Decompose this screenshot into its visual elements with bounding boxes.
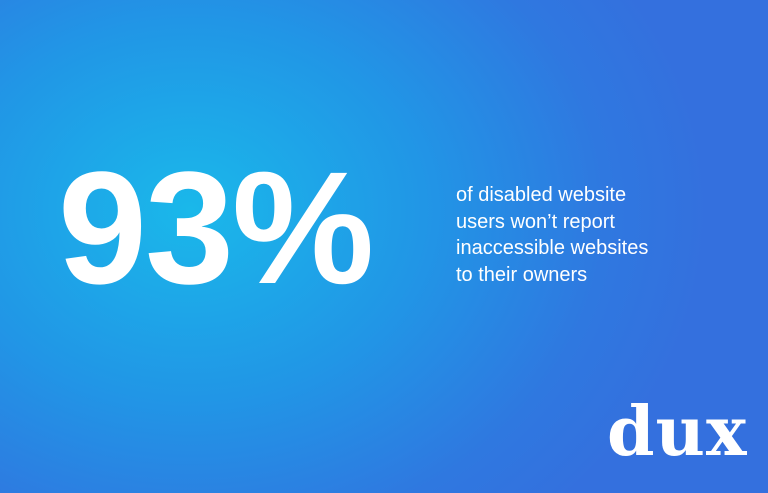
description-line: of disabled website xyxy=(456,184,627,206)
description: of disabled website users won’t report ina… xyxy=(456,182,648,288)
description-line: inaccessible websites xyxy=(456,237,649,259)
description-line: to their owners xyxy=(456,263,588,286)
logo: dux xyxy=(607,392,748,472)
stat: 93% xyxy=(58,138,374,317)
description-line: users won’t report xyxy=(456,210,615,233)
